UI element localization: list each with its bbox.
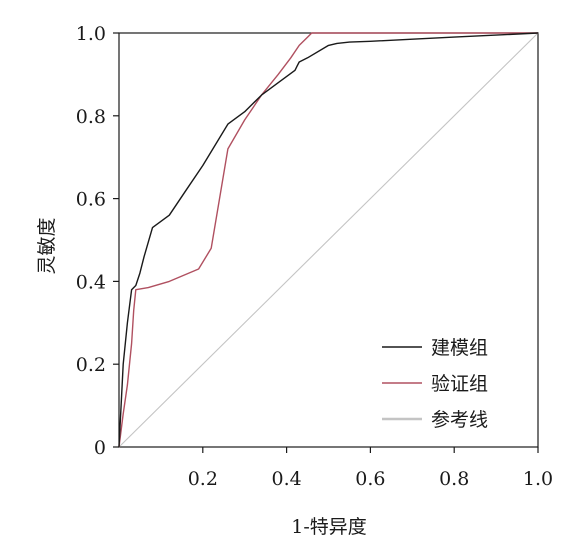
x-axis-label: 1-特异度: [291, 516, 367, 538]
x-tick-label: 0.4: [271, 468, 301, 490]
legend-label-2: 验证组: [431, 373, 488, 395]
y-axis-label: 灵敏度: [36, 217, 58, 274]
series-line-3: [118, 32, 539, 448]
series-line-1: [118, 32, 539, 448]
y-tick-label: 0.6: [76, 189, 106, 211]
y-tick-label: 0.2: [76, 354, 106, 376]
x-tick-label: 1.0: [523, 468, 553, 490]
y-tick-label: 1.0: [76, 23, 106, 45]
series-line-2: [118, 32, 538, 448]
series-layer: [118, 32, 539, 448]
plot-area: [118, 32, 539, 448]
legend-label-1: 建模组: [431, 337, 488, 359]
x-tick-label: 0.6: [355, 468, 385, 490]
x-tick-label: 0.8: [439, 468, 469, 490]
x-axis-ticks: 0.2 0.4 0.6 0.8 1.0: [188, 447, 553, 490]
legend-label-3: 参考线: [431, 409, 488, 431]
x-tick-label: 0.2: [188, 468, 218, 490]
y-tick-label: 0.8: [76, 106, 106, 128]
y-axis-ticks: 0 0.2 0.4 0.6 0.8 1.0: [76, 23, 119, 459]
y-tick-label: 0.4: [76, 271, 106, 293]
y-tick-label: 0: [94, 437, 106, 459]
